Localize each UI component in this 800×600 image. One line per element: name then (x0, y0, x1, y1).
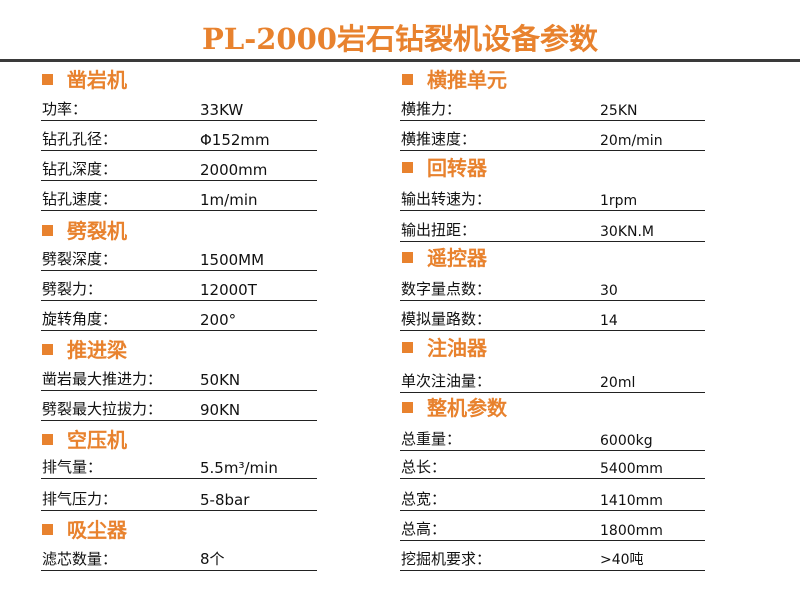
square-bullet-icon (42, 344, 53, 355)
spec-label: 横推速度： (401, 130, 477, 148)
spec-row: 旋转角度： 200° (41, 304, 317, 331)
spec-row: 钻孔孔径： Φ152mm (41, 124, 317, 151)
section-title: 凿岩机 (67, 68, 127, 92)
spec-label: 挖掘机要求： (401, 550, 492, 568)
spec-label: 排气量： (42, 458, 103, 476)
spec-value: 5.5m³/min (200, 459, 278, 477)
square-bullet-icon (402, 162, 413, 173)
spec-value: 6000kg (600, 433, 653, 449)
spec-value: 1rpm (600, 193, 638, 209)
square-bullet-icon (42, 524, 53, 535)
spec-value: 200° (200, 311, 237, 329)
spec-row: 功率： 33KW (41, 94, 317, 121)
spec-value: 50KN (200, 371, 241, 389)
spec-label: 输出扭距： (401, 221, 477, 239)
spec-row: 劈裂力： 12000T (41, 274, 317, 301)
spec-row: 劈裂最大拉拔力： 90KN (41, 394, 317, 421)
spec-label: 钻孔深度： (42, 160, 118, 178)
spec-value: 2000mm (200, 161, 268, 179)
spec-label: 总宽： (401, 490, 447, 508)
square-bullet-icon (42, 225, 53, 236)
spec-row: 总高： 1800mm (400, 514, 705, 541)
spec-row: 数字量点数： 30 (400, 274, 705, 301)
spec-value: 1410mm (600, 493, 663, 509)
spec-value: 1m/min (200, 191, 258, 209)
spec-row: 横推速度： 20m/min (400, 124, 705, 151)
spec-label: 旋转角度： (42, 310, 118, 328)
square-bullet-icon (402, 402, 413, 413)
spec-row: 总重量： 6000kg (400, 424, 705, 451)
page-title: PL-2000岩石钻裂机设备参数 (202, 22, 598, 56)
spec-row: 钻孔速度： 1m/min (41, 184, 317, 211)
spec-label: 数字量点数： (401, 280, 492, 298)
spec-row: 凿岩最大推进力： 50KN (41, 364, 317, 391)
spec-row: 输出扭距： 30KN.M (400, 215, 705, 242)
spec-label: 总长： (401, 458, 447, 476)
spec-label: 总高： (401, 520, 447, 538)
spec-value: 25KN (600, 103, 638, 119)
spec-label: 功率： (42, 100, 88, 118)
spec-label: 劈裂最大拉拔力： (42, 400, 163, 418)
spec-label: 总重量： (401, 430, 462, 448)
spec-value: 30KN.M (600, 224, 654, 240)
spec-label: 钻孔孔径： (42, 130, 118, 148)
section-title: 遥控器 (427, 246, 487, 270)
spec-value: 1800mm (600, 523, 663, 539)
spec-value: Φ152mm (200, 131, 270, 149)
spec-row: 排气量： 5.5m³/min (41, 452, 317, 479)
spec-row: 排气压力： 5-8bar (41, 484, 317, 511)
section-title: 横推单元 (427, 68, 507, 92)
section-title: 整机参数 (427, 396, 507, 420)
spec-label: 滤芯数量： (42, 550, 118, 568)
spec-value: 30 (600, 283, 618, 299)
spec-value: 90KN (200, 401, 241, 419)
section-title: 空压机 (67, 428, 127, 452)
spec-value: 14 (600, 313, 618, 329)
section-title: 劈裂机 (67, 219, 127, 243)
title-divider (0, 59, 800, 62)
spec-label: 劈裂深度： (42, 250, 118, 268)
spec-value: 5-8bar (200, 491, 250, 509)
square-bullet-icon (402, 252, 413, 263)
spec-value: 5400mm (600, 461, 663, 477)
square-bullet-icon (402, 342, 413, 353)
spec-label: 劈裂力： (42, 280, 103, 298)
square-bullet-icon (42, 434, 53, 445)
spec-row: 钻孔深度： 2000mm (41, 154, 317, 181)
spec-value: 1500MM (200, 251, 265, 269)
spec-value: 33KW (200, 101, 244, 119)
spec-value: 20ml (600, 375, 636, 391)
square-bullet-icon (42, 74, 53, 85)
section-title: 吸尘器 (67, 518, 127, 542)
spec-label: 模拟量路数： (401, 310, 492, 328)
square-bullet-icon (402, 74, 413, 85)
spec-row: 总长： 5400mm (400, 452, 705, 479)
spec-row: 滤芯数量： 8个 (41, 544, 317, 571)
spec-label: 单次注油量： (401, 372, 492, 390)
spec-label: 排气压力： (42, 490, 118, 508)
spec-row: 输出转速为： 1rpm (400, 184, 705, 211)
spec-value: 8个 (200, 550, 225, 568)
spec-value: 12000T (200, 281, 257, 299)
spec-row: 挖掘机要求： >40吨 (400, 544, 705, 571)
spec-row: 劈裂深度： 1500MM (41, 244, 317, 271)
spec-row: 模拟量路数： 14 (400, 304, 705, 331)
spec-row: 横推力： 25KN (400, 94, 705, 121)
spec-value: 20m/min (600, 133, 663, 149)
spec-value: >40吨 (600, 552, 644, 568)
section-title: 注油器 (427, 336, 487, 360)
spec-row: 总宽： 1410mm (400, 484, 705, 511)
section-title: 回转器 (427, 156, 487, 180)
spec-label: 输出转速为： (401, 190, 492, 208)
spec-label: 凿岩最大推进力： (42, 370, 163, 388)
spec-label: 横推力： (401, 100, 462, 118)
spec-label: 钻孔速度： (42, 190, 118, 208)
spec-row: 单次注油量： 20ml (400, 366, 705, 393)
section-title: 推进梁 (67, 338, 127, 362)
